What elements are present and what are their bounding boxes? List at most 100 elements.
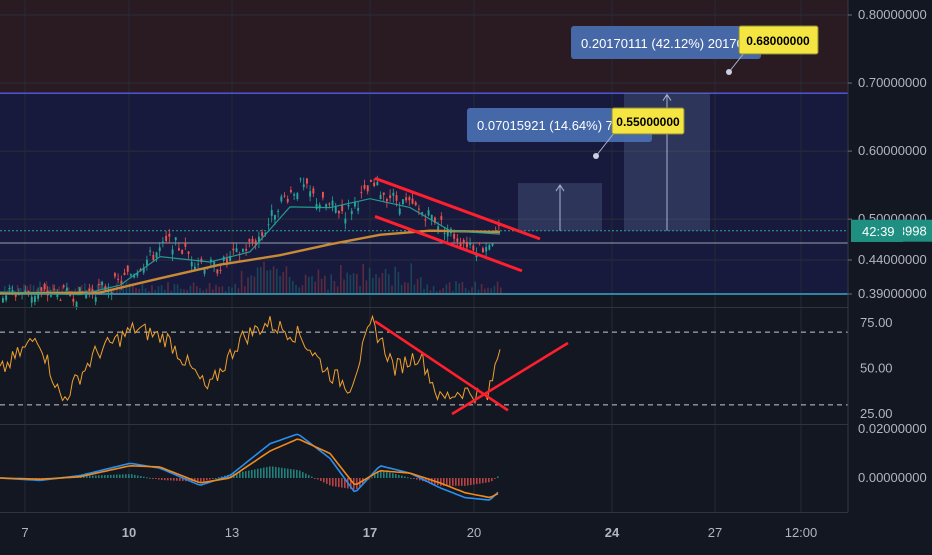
- macd-histogram-bar: [386, 471, 388, 478]
- volume-bar: [308, 276, 310, 294]
- macd-histogram-bar: [254, 469, 256, 478]
- candle: [152, 254, 155, 260]
- candle: [155, 252, 158, 258]
- macd-histogram-bar: [116, 474, 118, 478]
- volume-bar: [349, 274, 352, 294]
- candle: [402, 199, 404, 205]
- candle: [459, 243, 462, 247]
- macd-histogram-bar: [443, 478, 445, 486]
- macd-histogram-bar: [149, 477, 151, 479]
- candle: [136, 272, 139, 276]
- macd-histogram-bar: [239, 472, 241, 478]
- candle: [373, 182, 376, 186]
- macd-histogram-bar: [401, 475, 403, 478]
- candle: [43, 284, 46, 290]
- macd-histogram-bar: [287, 468, 289, 478]
- macd-histogram-bar: [146, 477, 148, 479]
- volume-bar: [464, 287, 467, 294]
- volume-bar: [356, 273, 358, 294]
- volume-bar: [285, 266, 288, 294]
- volume-bar: [176, 284, 179, 294]
- candle: [120, 280, 123, 285]
- macd-histogram-bar: [308, 475, 310, 478]
- macd-histogram-bar: [467, 478, 469, 486]
- volume-bar: [228, 286, 230, 294]
- macd-histogram-bar: [137, 475, 139, 478]
- callout-dot: [726, 69, 732, 75]
- candle: [226, 258, 228, 263]
- volume-bar: [391, 285, 393, 294]
- volume-bar: [263, 261, 265, 294]
- macd-histogram-bar: [398, 474, 400, 478]
- volume-bar: [20, 288, 22, 294]
- pane-separator: [0, 424, 932, 425]
- volume-bar: [32, 285, 35, 294]
- time-tick-label: 17: [363, 525, 377, 540]
- volume-bar: [186, 290, 188, 294]
- volume-bar: [429, 290, 432, 294]
- volume-bar: [183, 289, 185, 294]
- volume-bar: [378, 277, 380, 294]
- volume-bar: [202, 290, 204, 294]
- volume-bar: [496, 281, 499, 294]
- macd-histogram-bar: [341, 478, 343, 488]
- macd-histogram-bar: [284, 468, 286, 478]
- volume-bar: [484, 288, 486, 294]
- time-tick-label: 12:00: [785, 525, 818, 540]
- candle: [94, 297, 97, 302]
- macd-histogram-bar: [449, 478, 451, 486]
- candle: [302, 184, 305, 188]
- volume-bar: [151, 285, 153, 294]
- volume-bar: [224, 290, 227, 294]
- volume-bar: [141, 284, 144, 294]
- time-tick-label: 27: [708, 525, 722, 540]
- volume-bar: [29, 284, 32, 294]
- candle: [184, 242, 187, 247]
- volume-bar: [180, 288, 182, 294]
- volume-bar: [237, 288, 240, 294]
- macd-histogram-bar: [263, 467, 265, 478]
- macd-histogram-bar: [473, 478, 475, 485]
- macd-histogram-bar: [245, 471, 247, 478]
- candle: [453, 234, 456, 239]
- volume-bar: [138, 288, 140, 294]
- price-tick-label: 0.44000000: [858, 252, 927, 267]
- candle: [443, 233, 446, 235]
- candle: [357, 207, 360, 211]
- candle: [482, 248, 484, 253]
- macd-histogram-bar: [314, 478, 316, 479]
- candle: [254, 240, 257, 245]
- macd-histogram-bar: [173, 478, 175, 481]
- macd-histogram-bar: [206, 478, 208, 481]
- macd-histogram-bar: [230, 474, 232, 478]
- candle: [62, 285, 65, 288]
- macd-histogram-bar: [485, 478, 487, 483]
- volume-bar: [45, 281, 48, 294]
- volume-bar: [253, 276, 256, 294]
- candle: [446, 230, 449, 237]
- volume-bar: [317, 269, 320, 294]
- candle: [258, 236, 260, 242]
- volume-bar: [452, 290, 454, 294]
- candle: [251, 238, 254, 243]
- macd-histogram-bar: [269, 466, 271, 478]
- price-tick-label: 0.60000000: [858, 143, 927, 158]
- macd-histogram-bar: [299, 470, 301, 478]
- macd-histogram-bar: [476, 478, 478, 485]
- candle: [437, 226, 440, 233]
- signal-line: [0, 438, 499, 499]
- macd-histogram-bar: [374, 474, 376, 478]
- macd-histogram-bar: [257, 468, 259, 478]
- macd-histogram-bar: [407, 477, 409, 479]
- candle: [411, 198, 414, 204]
- volume-bar: [173, 283, 176, 294]
- candle: [149, 250, 152, 252]
- candle: [274, 214, 276, 220]
- macd-histogram-bar: [320, 478, 322, 481]
- volume-bar: [336, 286, 339, 294]
- candle: [466, 241, 468, 248]
- candle: [50, 295, 52, 297]
- pane-separator: [0, 307, 932, 308]
